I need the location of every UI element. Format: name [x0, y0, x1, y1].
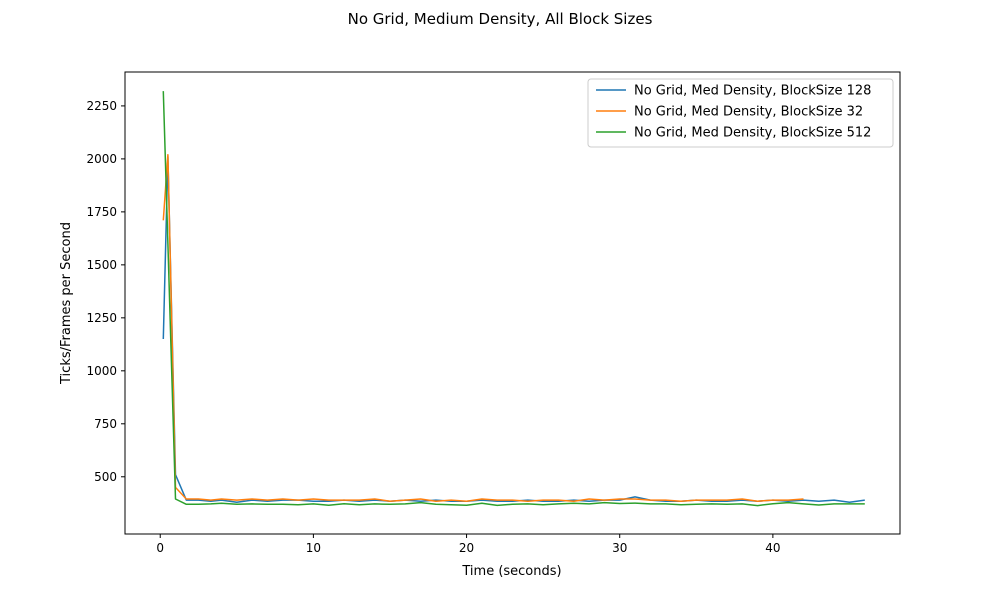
chart-title: No Grid, Medium Density, All Block Sizes [348, 10, 653, 28]
y-tick-label: 1750 [86, 205, 117, 219]
y-tick-label: 750 [94, 417, 117, 431]
legend-label-2: No Grid, Med Density, BlockSize 512 [634, 126, 871, 141]
legend-label-0: No Grid, Med Density, BlockSize 128 [634, 84, 871, 99]
series-line-2 [162, 91, 865, 507]
series-layer [162, 91, 865, 507]
series-line-1 [162, 153, 804, 502]
y-tick-label: 2000 [86, 152, 117, 166]
legend-label-1: No Grid, Med Density, BlockSize 32 [634, 105, 863, 120]
x-axis-label: Time (seconds) [461, 564, 561, 579]
y-tick-label: 1500 [86, 258, 117, 272]
x-axis-ticks: 0 10 20 30 40 [156, 534, 781, 555]
y-tick-label: 2250 [86, 99, 117, 113]
x-tick-label: 20 [459, 541, 474, 555]
plot-area [125, 72, 900, 534]
y-tick-label: 1000 [86, 364, 117, 378]
y-axis-ticks: 500 750 1000 1250 1500 1750 2000 2250 [86, 99, 125, 484]
y-axis-label: Ticks/Frames per Second [59, 222, 74, 385]
y-tick-label: 500 [94, 470, 117, 484]
y-tick-label: 1250 [86, 311, 117, 325]
x-tick-label: 30 [612, 541, 627, 555]
x-tick-label: 10 [306, 541, 321, 555]
legend: No Grid, Med Density, BlockSize 128 No Gr… [587, 78, 894, 148]
x-tick-label: 40 [765, 541, 780, 555]
legend-box [587, 78, 894, 148]
plot-frame [124, 71, 901, 535]
x-tick-label: 0 [156, 541, 164, 555]
series-line-0 [162, 156, 865, 503]
